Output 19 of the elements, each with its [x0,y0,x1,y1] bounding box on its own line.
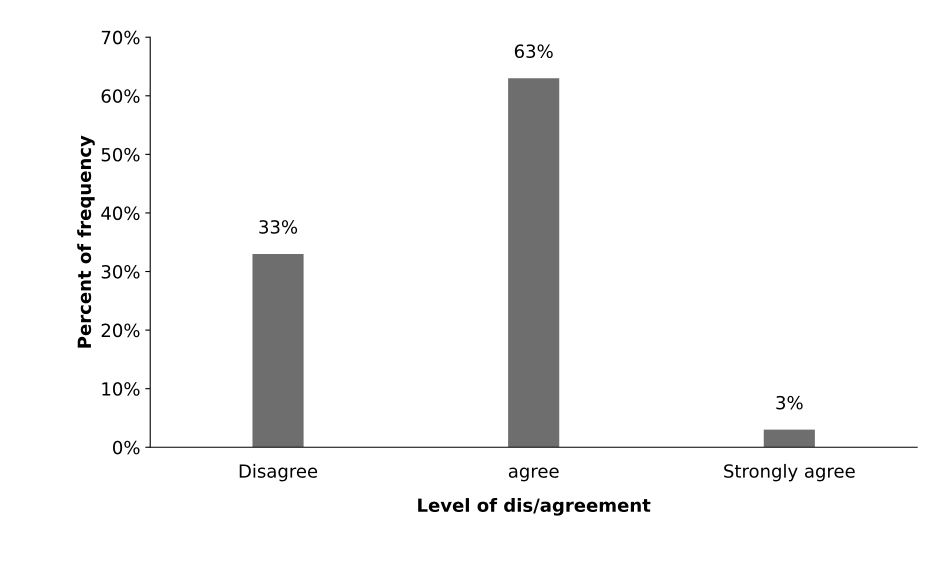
y-tick-label: 40% [101,206,140,220]
data-label: 3% [776,396,803,410]
y-tick-label: 70% [102,30,140,44]
bar [764,430,815,448]
y-tick-label: 10% [102,382,140,396]
y-tick-label: 20% [102,324,140,338]
x-tick-label: agree [508,468,559,482]
x-tick-label: Disagree [240,464,318,482]
bar [252,254,304,448]
x-axis-title: Level of dis/agreement [418,498,650,516]
data-label: 33% [259,220,298,234]
y-axis-title: Percent of frequency [77,136,95,348]
data-label: 63% [514,44,553,58]
y-tick-label: 50% [102,148,140,162]
y-tick-label: 0% [113,440,140,454]
x-tick-label: Strongly agree [724,464,855,482]
bar [508,78,560,448]
y-tick-label: 30% [102,264,140,279]
y-tick-label: 60% [102,89,140,103]
